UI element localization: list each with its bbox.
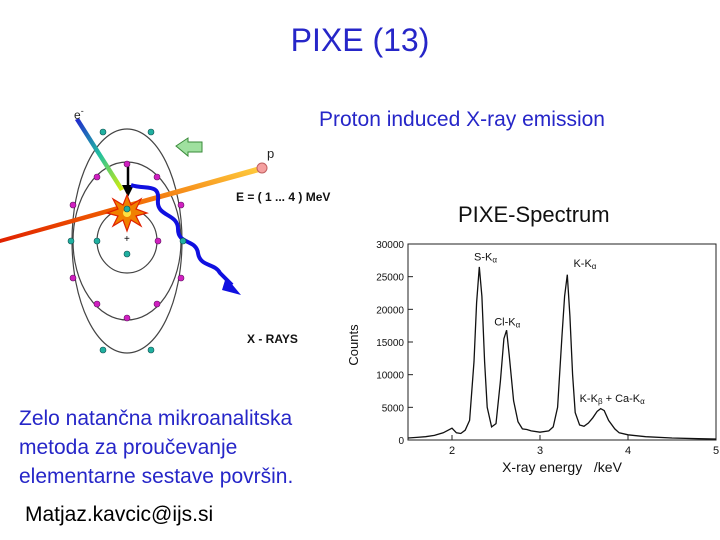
proton-label: p [267, 146, 274, 161]
peak-annotations: S-Kα K-Kα Cl-Kα K-Kβ + Ca-Kα [474, 251, 645, 406]
xray-arrowhead-icon [222, 277, 241, 295]
x-tick-label: 4 [625, 445, 631, 457]
x-axis-label: X-ray energy /keV [502, 459, 622, 475]
description-line: metoda za proučevanje [19, 436, 238, 459]
xray-label: X - RAYS [247, 332, 298, 346]
x-axis: 2 3 4 5 [449, 435, 719, 457]
pixe-atom-diagram: + e- p E = ( 1 ... 4 ) MeV X - RAYS [0, 106, 330, 354]
slide-subtitle: Proton induced X-ray emission [319, 108, 605, 131]
peak-label: K-Kβ + Ca-Kα [580, 393, 646, 406]
electron-track [75, 118, 124, 191]
author-email: Matjaz.kavcic@ijs.si [25, 503, 214, 526]
incoming-arrow-icon [175, 137, 203, 158]
chart-title: PIXE-Spectrum [458, 202, 610, 227]
peak-label: K-Kα [573, 258, 596, 271]
y-tick-label: 25000 [376, 273, 404, 284]
y-tick-label: 5000 [382, 403, 405, 414]
description-line: Zelo natančna mikroanalitska [19, 407, 293, 430]
x-tick-label: 3 [537, 445, 543, 457]
electrons-outer [69, 160, 185, 322]
pixe-spectrum-chart: PIXE-Spectrum 0 5000 10000 15000 20000 25000 3… [346, 202, 719, 475]
transition-arrowhead-icon [122, 185, 134, 197]
description-line: elementarne sestave površin. [19, 465, 294, 488]
y-tick-label: 15000 [376, 338, 404, 349]
y-tick-label: 30000 [376, 240, 404, 251]
nucleus-mark: + [124, 234, 130, 245]
electrons-inner [67, 128, 187, 354]
slide-title: PIXE (13) [290, 22, 430, 58]
y-axis-label: Counts [346, 324, 361, 366]
peak-label: S-Kα [474, 251, 497, 264]
proton-particle [256, 162, 268, 174]
y-axis: 0 5000 10000 15000 20000 25000 30000 [376, 240, 413, 447]
energy-label: E = ( 1 ... 4 ) MeV [236, 190, 330, 204]
y-tick-label: 10000 [376, 371, 404, 382]
y-tick-label: 0 [398, 436, 404, 447]
xray-wave [130, 183, 234, 287]
description-text: Zelo natančna mikroanalitska metoda za p… [19, 404, 293, 491]
x-tick-label: 2 [449, 445, 455, 457]
electron-label: e- [74, 106, 84, 122]
y-tick-label: 20000 [376, 305, 404, 316]
spectrum-series-line [407, 266, 717, 440]
peak-label: Cl-Kα [494, 317, 520, 330]
x-tick-label: 5 [713, 445, 719, 457]
